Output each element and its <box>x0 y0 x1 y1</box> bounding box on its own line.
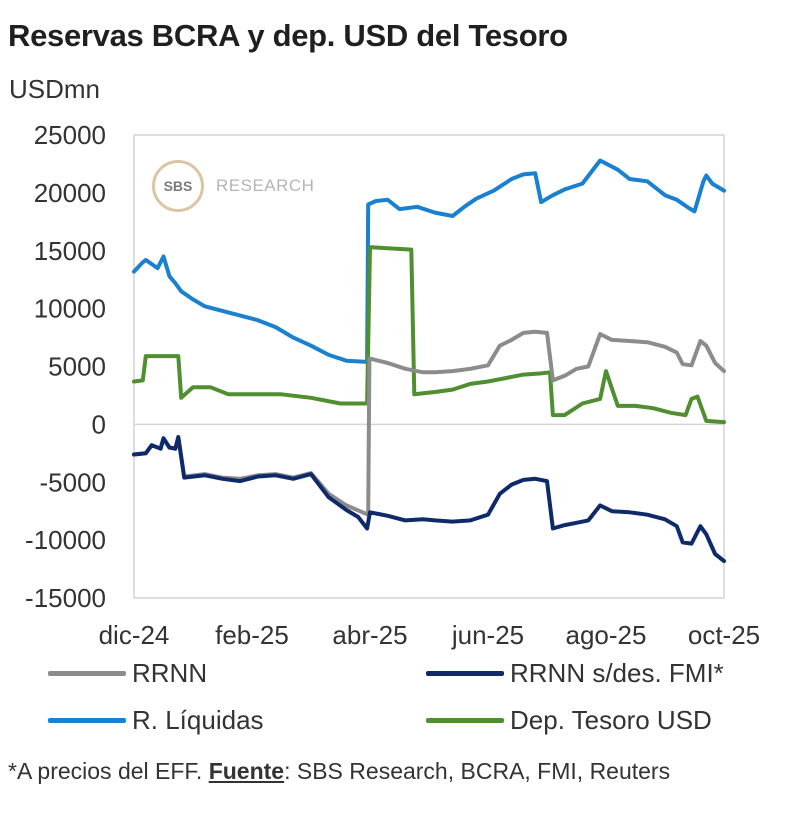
legend-item-rrnn-sin-fmi: RRNN s/des. FMI* <box>426 658 724 689</box>
series-line-rrnn-s-des-fmi <box>132 435 726 563</box>
y-tick-label: -5000 <box>40 467 107 497</box>
series-line-dep-tesoro-usd <box>132 245 726 425</box>
chart-title: Reservas BCRA y dep. USD del Tesoro <box>8 18 568 53</box>
sbs-logo-text: RESEARCH <box>216 176 315 195</box>
sbs-research-logo: SBS RESEARCH <box>152 160 314 212</box>
legend-item-deposito-tesoro: Dep. Tesoro USD <box>426 705 712 736</box>
x-tick-label: jun-25 <box>451 620 524 650</box>
y-tick-label: 20000 <box>34 178 106 208</box>
series-line-r-liquidas <box>132 158 726 364</box>
y-unit-label: USDmn <box>9 74 101 104</box>
legend-item-rrnn: RRNN <box>48 658 207 689</box>
y-tick-label: 0 <box>92 409 106 439</box>
y-tick-label: -10000 <box>25 525 106 555</box>
y-tick-label: 25000 <box>34 120 106 150</box>
legend-label-rrnn: RRNN <box>132 658 208 688</box>
x-tick-label: abr-25 <box>332 620 407 650</box>
x-tick-label: dic-24 <box>99 620 170 650</box>
x-tick-label: oct-25 <box>688 620 760 650</box>
sbs-logo-mark: SBS <box>152 160 204 212</box>
legend-swatch-rrnn-sin-fmi <box>426 671 504 676</box>
footnote-source-text: : SBS Research, BCRA, FMI, Reuters <box>284 758 671 784</box>
legend-swatch-deposito-tesoro <box>426 718 504 723</box>
footnote-source-label: Fuente <box>208 758 285 784</box>
legend-label-deposito-tesoro: Dep. Tesoro USD <box>510 705 712 735</box>
x-tick-label: feb-25 <box>215 620 289 650</box>
series-line-rrnn <box>132 329 726 517</box>
footnote-prefix: *A precios del EFF. <box>8 758 209 784</box>
chart-plot: 25000 20000 15000 10000 5000 0 -5000 -10000 -150… <box>25 120 760 650</box>
y-tick-label: -15000 <box>25 583 106 613</box>
y-tick-label: 10000 <box>34 294 106 324</box>
legend-swatch-reservas-liquidas <box>48 718 126 723</box>
plot-frame <box>133 134 725 599</box>
legend-label-reservas-liquidas: R. Líquidas <box>132 705 264 735</box>
legend-item-reservas-liquidas: R. Líquidas <box>48 705 264 736</box>
legend-label-rrnn-sin-fmi: RRNN s/des. FMI* <box>510 658 724 688</box>
y-tick-label: 5000 <box>48 352 106 382</box>
source-footnote: *A precios del EFF. Fuente: SBS Research… <box>8 758 670 785</box>
x-tick-label: ago-25 <box>566 620 647 650</box>
legend-swatch-rrnn <box>48 671 126 676</box>
y-tick-label: 15000 <box>34 236 106 266</box>
